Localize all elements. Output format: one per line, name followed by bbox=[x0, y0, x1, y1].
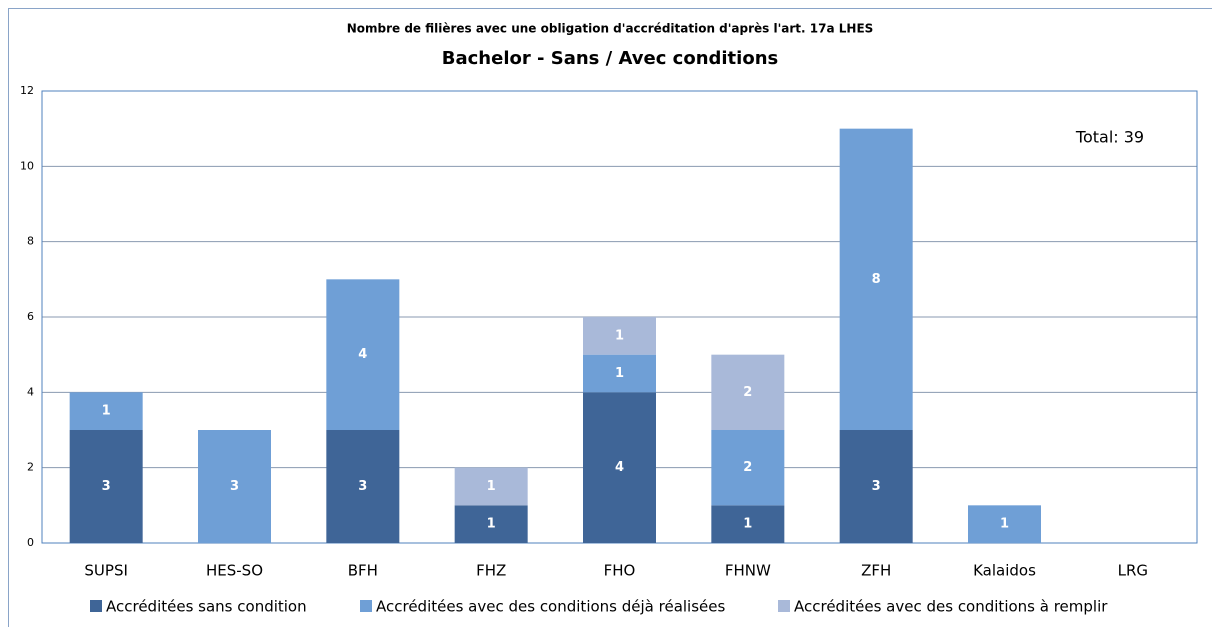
bar-segment bbox=[711, 430, 785, 506]
x-tick-label: HES-SO bbox=[206, 562, 263, 580]
bar-segment bbox=[454, 505, 528, 543]
annotation: Total: 39 bbox=[1075, 128, 1144, 147]
data-label: 1 bbox=[487, 479, 496, 494]
x-tick-label: FHZ bbox=[476, 562, 506, 580]
legend-label: Accréditées avec des conditions à rempli… bbox=[794, 598, 1108, 616]
legend-label: Accréditées sans condition bbox=[106, 598, 307, 616]
data-label: 3 bbox=[230, 479, 239, 494]
data-label: 1 bbox=[487, 517, 496, 532]
bar-segment bbox=[326, 430, 400, 543]
legend-swatch bbox=[90, 600, 102, 612]
y-tick-label: 4 bbox=[27, 385, 34, 398]
chart-border bbox=[8, 8, 1212, 627]
chart-subtitle: Bachelor - Sans / Avec conditions bbox=[442, 48, 778, 69]
data-label: 3 bbox=[102, 479, 111, 494]
bar-segment bbox=[69, 430, 143, 543]
bar-segment bbox=[583, 317, 656, 355]
y-tick-label: 12 bbox=[20, 84, 34, 97]
data-label: 1 bbox=[743, 517, 752, 532]
data-label: 1 bbox=[102, 404, 111, 419]
bar-segment bbox=[839, 128, 913, 430]
x-tick-label: FHNW bbox=[725, 562, 771, 580]
x-tick-label: LRG bbox=[1118, 562, 1148, 580]
data-label: 1 bbox=[615, 328, 624, 343]
x-tick-label: ZFH bbox=[861, 562, 891, 580]
bar-segment bbox=[454, 467, 528, 506]
legend-label: Accréditées avec des conditions déjà réa… bbox=[376, 598, 725, 616]
data-label: 2 bbox=[743, 460, 752, 475]
chart-title: Nombre de filières avec une obligation d… bbox=[347, 22, 874, 36]
y-tick-label: 6 bbox=[27, 310, 34, 323]
data-label: 4 bbox=[615, 460, 624, 475]
y-tick-label: 10 bbox=[20, 159, 34, 172]
y-tick-label: 0 bbox=[27, 536, 34, 549]
data-label: 2 bbox=[743, 385, 752, 400]
data-label: 8 bbox=[872, 272, 881, 287]
bar-segment bbox=[198, 430, 271, 543]
y-tick-label: 8 bbox=[27, 235, 34, 248]
bar-segment bbox=[69, 392, 143, 430]
data-label: 1 bbox=[1000, 517, 1009, 532]
data-label: 3 bbox=[872, 479, 881, 494]
bar-segment bbox=[583, 392, 656, 543]
bar-segment bbox=[583, 354, 656, 393]
data-label: 1 bbox=[615, 366, 624, 381]
bar-segment bbox=[326, 279, 400, 430]
bar-segment bbox=[711, 354, 785, 430]
legend-swatch bbox=[778, 600, 790, 612]
bar-segment bbox=[711, 505, 785, 543]
y-tick-label: 2 bbox=[27, 461, 34, 474]
x-tick-label: SUPSI bbox=[84, 562, 128, 580]
legend-swatch bbox=[360, 600, 372, 612]
data-label: 3 bbox=[358, 479, 367, 494]
x-tick-label: Kalaidos bbox=[973, 562, 1036, 580]
bar-segment bbox=[839, 430, 913, 543]
data-label: 4 bbox=[358, 347, 367, 362]
bar-segment bbox=[968, 505, 1041, 543]
x-tick-label: FHO bbox=[604, 562, 636, 580]
x-tick-label: BFH bbox=[348, 562, 378, 580]
